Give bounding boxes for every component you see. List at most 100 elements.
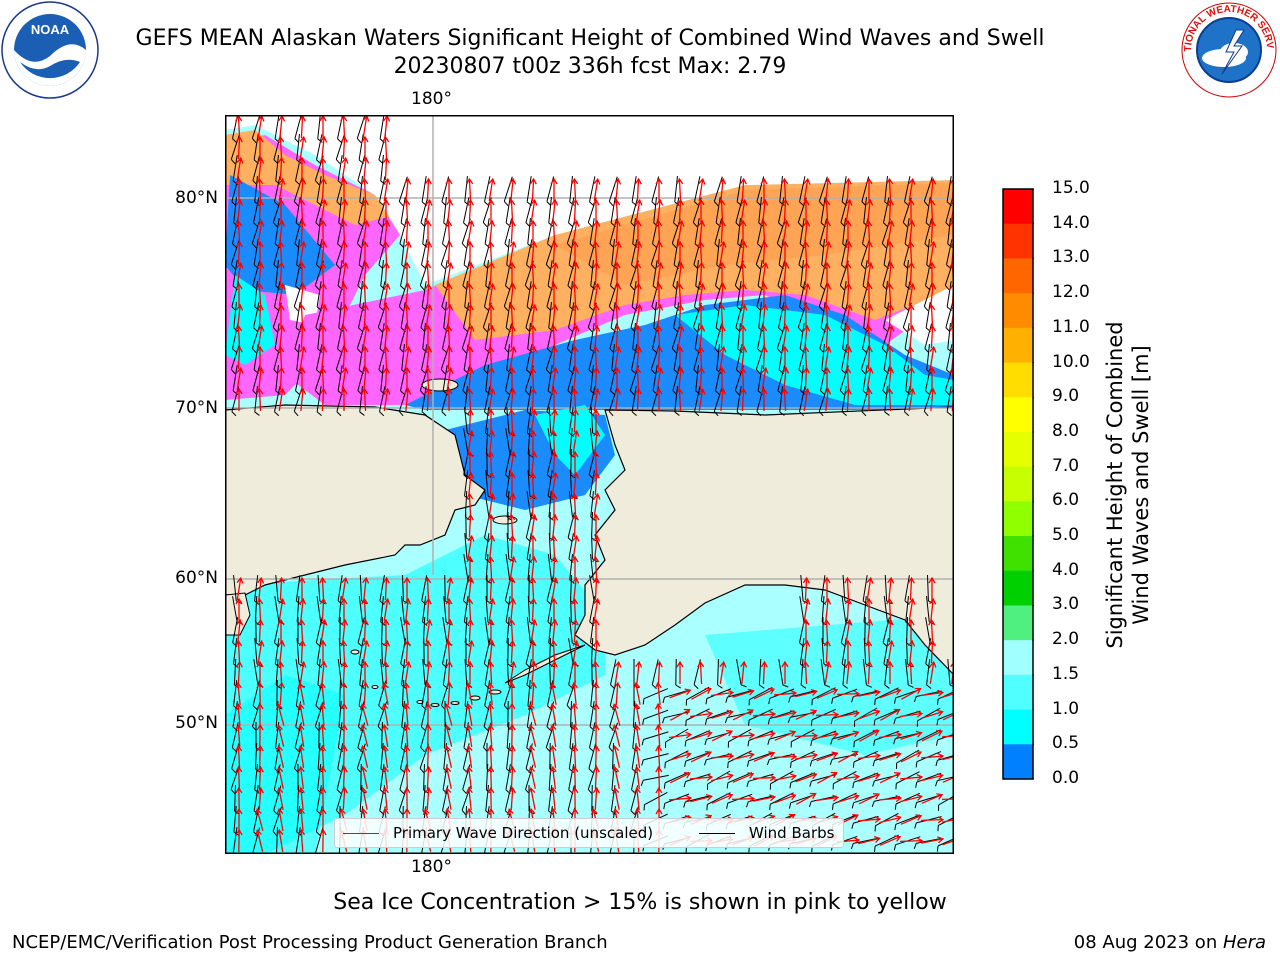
wave-arrow — [341, 366, 349, 390]
wave-arrow — [823, 366, 831, 390]
wave-arrow — [340, 177, 348, 201]
wave-arrow — [508, 429, 516, 454]
wave-arrow — [444, 766, 452, 789]
wave-arrow — [529, 324, 537, 348]
wave-arrow — [236, 618, 244, 643]
wave-arrow — [340, 345, 348, 370]
wave-arrow — [320, 345, 328, 370]
wave-arrow — [844, 597, 852, 622]
wind-barb — [671, 323, 681, 354]
wave-arrow — [382, 345, 390, 370]
wave-arrow — [878, 794, 903, 802]
wave-arrow — [465, 681, 473, 705]
wave-arrow — [465, 702, 473, 726]
colorbar-tick-label: 11.0 — [1052, 316, 1090, 337]
wave-arrow — [697, 366, 705, 391]
wave-arrow — [845, 618, 853, 642]
wave-arrow — [571, 765, 579, 790]
wave-arrow — [298, 303, 306, 328]
wave-arrow — [823, 303, 831, 328]
wave-arrow — [823, 618, 831, 643]
wave-arrow — [865, 177, 873, 201]
wind-barb — [769, 770, 794, 790]
wave-arrow — [297, 681, 305, 705]
wind-barb — [505, 260, 512, 291]
wave-arrow — [928, 639, 936, 664]
wave-arrow — [488, 492, 496, 516]
wind-barb — [642, 688, 669, 705]
wave-arrow — [235, 345, 243, 370]
cyan-region-nw — [225, 275, 275, 365]
wave-arrow — [425, 198, 433, 222]
wave-arrow — [887, 576, 895, 601]
wave-arrow — [656, 366, 664, 390]
wave-arrow — [551, 198, 559, 223]
colorbar — [1002, 188, 1034, 780]
wave-arrow — [803, 387, 811, 411]
wave-arrow — [529, 387, 537, 412]
wind-barb — [818, 176, 828, 207]
wave-arrow — [655, 282, 663, 306]
wave-arrow — [802, 660, 810, 685]
wave-arrow — [739, 366, 747, 391]
wave-arrow — [297, 786, 305, 811]
wind-barb — [359, 386, 365, 416]
wave-arrow — [487, 618, 495, 642]
wind-barb — [316, 596, 327, 625]
wave-arrow — [837, 793, 860, 803]
wave-arrow — [886, 618, 894, 643]
wind-barb — [662, 689, 690, 704]
wave-arrow — [655, 786, 663, 811]
wave-arrow — [887, 261, 895, 286]
wave-arrow — [921, 773, 944, 782]
wave-arrow — [466, 177, 474, 202]
wave-arrow — [879, 731, 903, 739]
wave-arrow — [424, 177, 432, 202]
wave-arrow — [276, 766, 284, 789]
wave-arrow — [256, 723, 264, 748]
wind-barb — [526, 491, 537, 520]
wave-arrow — [907, 345, 915, 370]
wave-arrow — [614, 282, 622, 307]
wave-arrow — [572, 429, 580, 453]
wave-arrow — [740, 660, 748, 685]
wave-arrow — [718, 261, 726, 285]
wave-arrow — [445, 660, 453, 685]
land-kamchatka — [225, 592, 251, 636]
wave-arrow — [593, 492, 601, 516]
wave-arrow — [718, 324, 726, 349]
wave-arrow — [669, 772, 692, 784]
colorbar-tick-label: 8.0 — [1052, 420, 1080, 441]
wave-arrow — [362, 261, 370, 286]
wave-arrow — [278, 324, 286, 349]
wave-arrow — [298, 324, 306, 349]
wave-arrow — [551, 366, 559, 390]
wave-arrow — [508, 786, 516, 811]
wave-arrow — [530, 555, 538, 580]
wave-arrow — [782, 366, 790, 391]
wind-barb — [881, 218, 891, 249]
colorbar-tick-label: 13.0 — [1052, 247, 1090, 268]
wave-arrow — [403, 303, 411, 328]
wind-barb — [776, 218, 786, 249]
wave-arrow — [529, 576, 537, 601]
wind-barb — [799, 281, 806, 312]
land-siberia — [225, 404, 486, 596]
wind-barb — [671, 218, 681, 249]
wave-arrow — [845, 198, 853, 222]
wind-barb — [937, 813, 954, 832]
wave-arrow — [690, 794, 713, 803]
wave-arrow — [235, 387, 243, 411]
wave-arrow — [319, 177, 327, 202]
wind-barb — [842, 574, 851, 605]
wave-arrow — [592, 450, 600, 475]
wave-arrow — [382, 366, 390, 391]
wave-arrow — [929, 660, 937, 684]
wind-barb — [788, 690, 816, 703]
wave-arrow — [865, 660, 873, 685]
wave-arrow — [382, 135, 390, 160]
wave-arrow — [908, 219, 916, 244]
wind-barb — [665, 728, 689, 748]
wave-arrow — [635, 198, 643, 222]
wind-barb — [251, 323, 261, 354]
